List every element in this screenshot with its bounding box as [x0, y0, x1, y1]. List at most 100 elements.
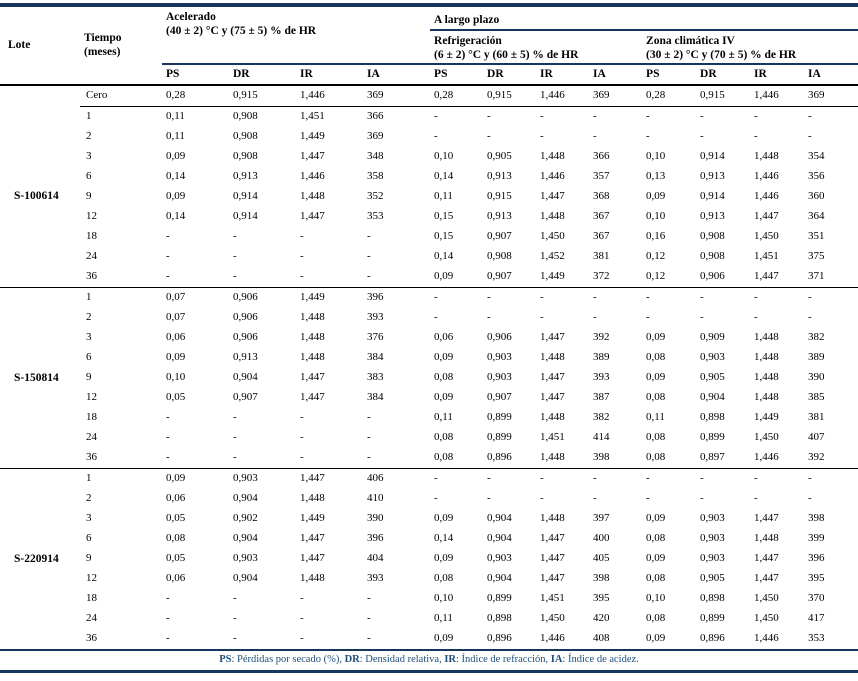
- value-cell: 0,09: [434, 551, 454, 564]
- table-row: 18 - - - - 0,10 0,899 1,451 395 0,10 0,898 1,450 370: [0, 589, 858, 609]
- value-cell: 393: [367, 571, 384, 584]
- value-cell: 0,899: [487, 430, 512, 443]
- value-cell: 0,904: [487, 571, 512, 584]
- value-cell: 0,913: [487, 209, 512, 222]
- value-cell: -: [808, 310, 812, 323]
- value-cell: 0,913: [233, 169, 258, 182]
- value-cell: 0,08: [646, 390, 666, 403]
- value-cell: 368: [593, 189, 610, 202]
- group-subtitle: (40 ± 2) °C y (75 ± 5) % de HR: [166, 25, 317, 38]
- value-cell: 1,447: [540, 531, 565, 544]
- value-cell: -: [808, 290, 812, 303]
- value-cell: 0,898: [487, 611, 512, 624]
- value-cell: -: [434, 310, 438, 323]
- value-cell: 1,448: [754, 149, 779, 162]
- value-cell: 1,446: [300, 169, 325, 182]
- table-row: 24 - - - - 0,11 0,898 1,450 420 0,08 0,899 1,450 417: [0, 609, 858, 629]
- value-cell: -: [233, 430, 237, 443]
- column-header-tiempo: Tiempo (meses): [80, 7, 162, 86]
- value-cell: 0,903: [487, 350, 512, 363]
- value-cell: 1,447: [750, 266, 805, 288]
- top-rule: [0, 3, 858, 7]
- value-cell: 1,446: [540, 631, 565, 644]
- tiempo-cell: 36: [80, 266, 162, 288]
- value-cell: -: [166, 430, 170, 443]
- value-cell: 0,908: [700, 249, 725, 262]
- value-cell: 0,08: [430, 447, 484, 469]
- value-cell: 376: [367, 330, 384, 343]
- value-cell: -: [363, 447, 431, 469]
- value-cell: -: [593, 109, 597, 122]
- value-cell: 0,11: [166, 109, 185, 122]
- value-cell: 1,446: [754, 631, 779, 644]
- long-term-header: A largo plazo: [430, 7, 858, 31]
- value-cell: 389: [808, 350, 825, 363]
- table-header: Lote Tiempo (meses) Acelerado (40 ± 2) °…: [0, 7, 858, 86]
- value-cell: -: [646, 129, 650, 142]
- value-cell: -: [487, 471, 491, 484]
- value-cell: -: [540, 109, 544, 122]
- value-cell: 408: [593, 631, 610, 644]
- value-cell: 0,08: [646, 350, 666, 363]
- value-cell: 1,450: [754, 591, 779, 604]
- metric-header-ir: IR: [750, 63, 805, 86]
- metric-header-ia: IA: [363, 63, 431, 86]
- value-cell: 1,448: [300, 571, 325, 584]
- value-cell: 0,915: [696, 84, 751, 107]
- value-cell: 397: [593, 511, 610, 524]
- value-cell: -: [700, 310, 704, 323]
- metric-header-row: PS DR IR IA PS DR IR IA PS DR IR IA: [0, 63, 858, 86]
- value-cell: -: [754, 109, 758, 122]
- value-cell: 390: [367, 511, 384, 524]
- value-cell: 0,06: [434, 330, 454, 343]
- value-cell: 0,906: [233, 290, 258, 303]
- value-cell: 405: [593, 551, 610, 564]
- value-cell: 1,446: [750, 447, 805, 469]
- value-cell: 0,09: [434, 390, 454, 403]
- value-cell: 1,447: [300, 390, 325, 403]
- value-cell: 369: [589, 84, 643, 107]
- value-cell: -: [700, 129, 704, 142]
- value-cell: 0,10: [646, 149, 666, 162]
- value-cell: -: [540, 129, 544, 142]
- value-cell: 0,906: [696, 266, 751, 288]
- value-cell: 0,904: [487, 511, 512, 524]
- value-cell: 0,06: [166, 491, 186, 504]
- tiempo-cell: 9: [86, 551, 92, 564]
- value-cell: 382: [808, 330, 825, 343]
- value-cell: -: [754, 129, 758, 142]
- value-cell: 381: [808, 410, 825, 423]
- value-cell: 0,906: [233, 330, 258, 343]
- tiempo-cell: Cero: [80, 84, 162, 107]
- value-cell: 0,908: [233, 109, 258, 122]
- value-cell: 366: [593, 149, 610, 162]
- value-cell: -: [233, 611, 237, 624]
- value-cell: -: [367, 430, 371, 443]
- value-cell: 0,08: [646, 531, 666, 544]
- value-cell: 0,09: [434, 350, 454, 363]
- value-cell: -: [434, 129, 438, 142]
- tiempo-cell: 6: [86, 350, 92, 363]
- value-cell: 356: [808, 169, 825, 182]
- value-cell: 1,450: [754, 430, 779, 443]
- value-cell: 1,448: [540, 410, 565, 423]
- tiempo-cell: 24: [86, 249, 97, 262]
- value-cell: 0,904: [700, 390, 725, 403]
- value-cell: 0,12: [646, 249, 666, 262]
- value-cell: -: [162, 447, 229, 469]
- value-cell: 0,899: [700, 430, 725, 443]
- value-cell: 1,448: [540, 511, 565, 524]
- table-row: 6 0,08 0,904 1,447 396 0,14 0,904 1,447 400 0,08 0…: [0, 529, 858, 549]
- value-cell: 358: [367, 169, 384, 182]
- value-cell: 1,452: [540, 249, 565, 262]
- value-cell: 399: [808, 531, 825, 544]
- group-title: Acelerado: [166, 11, 216, 23]
- value-cell: 0,08: [646, 611, 666, 624]
- value-cell: 406: [367, 471, 384, 484]
- value-cell: 0,09: [430, 266, 484, 288]
- value-cell: 384: [367, 350, 384, 363]
- value-cell: 0,914: [233, 189, 258, 202]
- value-cell: 0,905: [700, 571, 725, 584]
- value-cell: 414: [593, 430, 610, 443]
- lote-id-cell: S-100614: [0, 106, 80, 288]
